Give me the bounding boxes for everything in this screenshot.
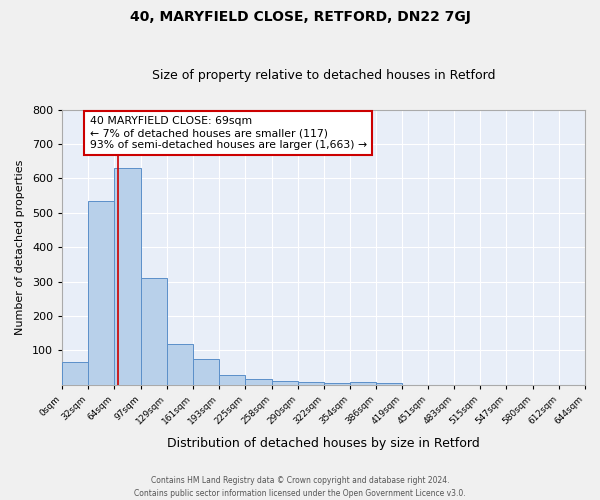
Bar bbox=[88, 200, 114, 385]
Bar bbox=[323, 383, 350, 385]
Text: 40 MARYFIELD CLOSE: 69sqm
← 7% of detached houses are smaller (117)
93% of semi-: 40 MARYFIELD CLOSE: 69sqm ← 7% of detach… bbox=[90, 116, 367, 150]
Bar bbox=[219, 375, 245, 385]
Bar bbox=[62, 362, 88, 385]
Bar bbox=[114, 168, 141, 385]
Y-axis label: Number of detached properties: Number of detached properties bbox=[15, 160, 25, 335]
Bar bbox=[245, 380, 272, 385]
Text: Contains HM Land Registry data © Crown copyright and database right 2024.
Contai: Contains HM Land Registry data © Crown c… bbox=[134, 476, 466, 498]
Bar bbox=[272, 382, 298, 385]
Title: Size of property relative to detached houses in Retford: Size of property relative to detached ho… bbox=[152, 69, 495, 82]
X-axis label: Distribution of detached houses by size in Retford: Distribution of detached houses by size … bbox=[167, 437, 480, 450]
Bar bbox=[298, 382, 323, 385]
Bar bbox=[141, 278, 167, 385]
Bar bbox=[350, 382, 376, 385]
Bar bbox=[193, 359, 219, 385]
Text: 40, MARYFIELD CLOSE, RETFORD, DN22 7GJ: 40, MARYFIELD CLOSE, RETFORD, DN22 7GJ bbox=[130, 10, 470, 24]
Bar bbox=[376, 382, 403, 385]
Bar bbox=[167, 344, 193, 385]
